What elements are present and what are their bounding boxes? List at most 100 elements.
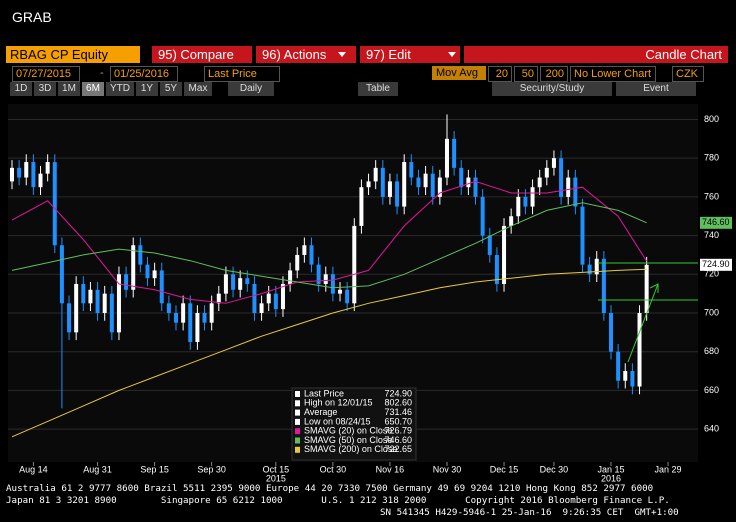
tab[interactable]: 97) Edit [360,46,460,63]
candle-body [601,258,606,313]
period-button[interactable]: 1Y [136,82,158,96]
end-date[interactable]: 01/25/2016 [110,66,178,82]
x-tick-label: Jan 15 [597,464,624,474]
candle-body [637,312,642,387]
period-button[interactable]: 1D [10,82,32,96]
footer-line: Japan 81 3 3201 8900 Singapore 65 6212 1… [6,495,670,506]
legend-swatch [295,400,300,407]
moving-average [11,202,647,289]
security[interactable]: RBAG CP Equity [6,46,140,63]
candle-body [116,274,121,333]
y-tick-label: 720 [704,269,719,279]
legend-label: SMAVG (20) on Close [304,426,392,436]
candle-body [444,138,449,178]
chart: 640 660 680 700 720 740 760 780 800 Aug 14 Aug 31 S… [8,104,732,482]
mov-avg[interactable]: 50 [514,66,538,82]
annotations [598,262,698,363]
screen-title: GRAB [12,9,52,25]
candle-body [252,283,257,313]
candle-body [152,270,157,279]
candle-body [594,258,599,275]
period-button[interactable]: 3D [34,82,56,96]
y-tick-label: 760 [704,191,719,201]
period-button[interactable]: YTD [106,82,134,96]
tab[interactable]: 96) Actions [256,46,356,63]
date-sep: - [100,67,104,79]
currency[interactable]: CZK [672,66,704,82]
candle-body [59,245,64,304]
tab[interactable]: 95) Compare [152,46,252,63]
candle-body [216,293,221,304]
moving-average [11,180,648,304]
candle-body [359,187,364,226]
price-badge-label: 746.60 [702,217,730,227]
candle-body [345,289,350,304]
legend-label: Average [304,407,337,417]
period-button[interactable]: Max [184,82,212,96]
candle-body [38,173,43,188]
candle-body [409,162,414,178]
candle-body [31,162,36,188]
candle-body [9,167,14,182]
candle-body [609,312,614,352]
candle-body [188,303,193,343]
legend-value: 726.79 [384,426,412,436]
candle-body [195,312,200,343]
candle-body [644,264,649,313]
legend-swatch [295,428,300,435]
candle-body [238,278,243,290]
x-tick-label: Sep 30 [197,464,226,474]
candle-body [316,264,321,284]
start-date[interactable]: 07/27/2015 [12,66,80,82]
x-tick-label: Dec 30 [540,464,569,474]
candle-body [266,293,271,304]
candle-body [437,177,442,197]
period-button[interactable]: 1M [58,82,80,96]
candle-body [530,187,535,207]
candle-body [395,181,400,207]
candle-body [566,177,571,197]
candle-body [544,167,549,178]
candle-body [416,177,421,188]
table[interactable]: Table [358,82,398,96]
candle-body [551,158,556,168]
candle-body [509,216,514,226]
period-button[interactable]: 6M [82,82,104,96]
candle-body [523,196,528,207]
legend-swatch [295,437,300,444]
security-study[interactable]: Security/Study [492,82,612,96]
candle-body [430,173,435,197]
candle-body [45,162,50,174]
candle-body [616,351,621,381]
candle-body [166,303,171,313]
candle-body [81,283,86,304]
candle-body [17,167,22,178]
footer-line: SN 541345 H429-5946-1 25-Jan-16 9:26:35 … [380,507,679,518]
candle-body [88,289,93,304]
y-tick-label: 640 [704,423,719,433]
footer-line: Australia 61 2 9777 8600 Brazil 5511 239… [6,483,654,494]
candle-body [223,274,228,294]
dropdown-icon [448,52,456,57]
mov-avg[interactable]: 200 [540,66,568,82]
candle-body [138,245,143,265]
candle-body [502,225,507,284]
legend-swatch [295,446,300,453]
frequency[interactable]: Daily [228,82,274,96]
period-button[interactable]: 5Y [160,82,182,96]
candle-body [131,245,136,290]
y-tick-label: 680 [704,346,719,356]
x-tick-label: Nov 30 [433,464,462,474]
legend-label: Low on 08/24/15 [304,416,371,426]
event[interactable]: Event [616,82,696,96]
field[interactable]: Last Price [204,66,280,82]
candle-body [181,303,186,323]
candle-body [587,264,592,275]
lower-chart[interactable]: No Lower Chart [570,66,656,82]
y-tick-label: 780 [704,153,719,163]
candle-body [309,245,314,265]
candle-body [630,371,635,387]
mov-avg[interactable]: 20 [488,66,512,82]
legend: Last Price 724.90 High on 12/01/15 802.60 Av… [291,387,417,461]
candle-body [102,293,107,313]
